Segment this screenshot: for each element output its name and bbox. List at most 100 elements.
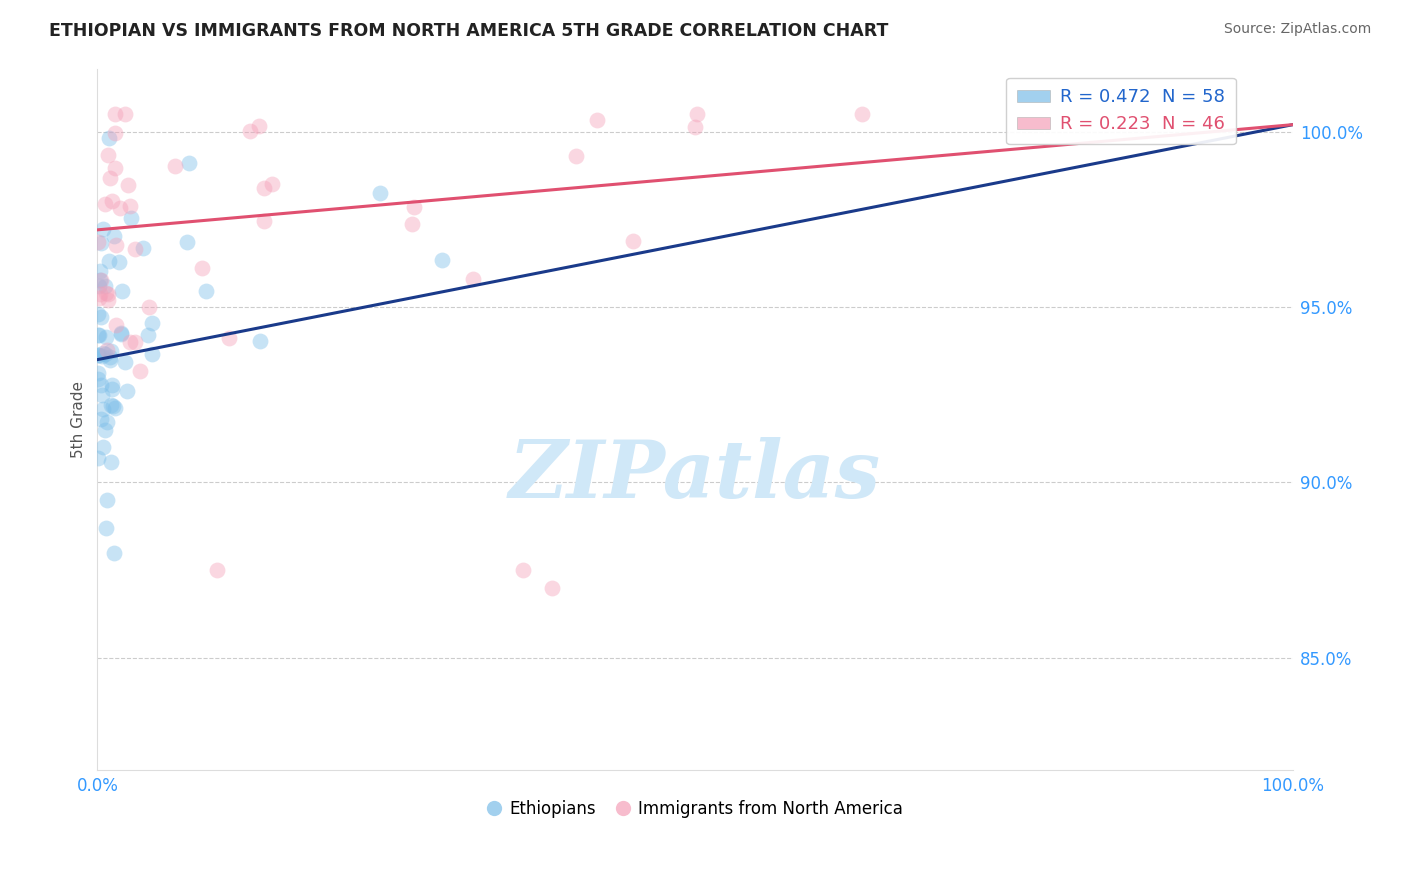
Point [586, 112, 609, 127]
Point [103, 229, 125, 244]
Point [87, 291, 110, 305]
Point [249, 334, 271, 348]
Point [87, 307, 110, 321]
Point [118, 199, 141, 213]
Point [94, 521, 117, 535]
Point [104, 107, 127, 121]
Point [94, 279, 117, 293]
Point [368, 186, 391, 200]
Point [111, 284, 134, 298]
Point [117, 178, 139, 192]
Point [100, 343, 122, 358]
Point [89, 273, 111, 287]
Point [253, 214, 276, 228]
Point [87, 372, 110, 386]
Text: ETHIOPIAN VS IMMIGRANTS FROM NORTH AMERICA 5TH GRADE CORRELATION CHART: ETHIOPIAN VS IMMIGRANTS FROM NORTH AMERI… [49, 22, 889, 40]
Point [195, 284, 218, 298]
Point [105, 237, 128, 252]
Point [100, 398, 122, 412]
Point [205, 563, 228, 577]
Point [218, 331, 240, 345]
Point [686, 107, 709, 121]
Point [621, 235, 644, 249]
Point [104, 126, 127, 140]
Point [93, 197, 115, 211]
Point [176, 235, 198, 249]
Point [91, 387, 114, 401]
Point [101, 378, 124, 392]
Point [253, 181, 276, 195]
Point [94, 286, 117, 301]
Point [141, 316, 163, 330]
Point [124, 335, 146, 350]
Point [115, 384, 138, 398]
Point [96, 147, 118, 161]
Point [87, 366, 110, 380]
Point [87, 279, 110, 293]
Point [96, 492, 118, 507]
Point [89, 264, 111, 278]
Point [402, 200, 425, 214]
Point [96, 415, 118, 429]
Point [89, 348, 111, 362]
Point [136, 327, 159, 342]
Point [120, 211, 142, 225]
Point [96, 343, 118, 357]
Point [124, 242, 146, 256]
Point [114, 107, 136, 121]
Point [114, 355, 136, 369]
Point [90, 310, 112, 324]
Point [100, 455, 122, 469]
Text: Source: ZipAtlas.com: Source: ZipAtlas.com [1223, 22, 1371, 37]
Y-axis label: 5th Grade: 5th Grade [72, 381, 86, 458]
Point [89, 287, 111, 301]
Point [100, 353, 122, 368]
Point [94, 347, 117, 361]
Point [512, 563, 534, 577]
Point [87, 328, 110, 343]
Point [165, 159, 187, 173]
Point [100, 382, 122, 396]
Point [108, 201, 131, 215]
Point [87, 450, 110, 465]
Point [110, 326, 132, 341]
Point [105, 318, 128, 332]
Point [104, 161, 127, 176]
Point [463, 271, 485, 285]
Point [401, 217, 423, 231]
Point [97, 287, 120, 301]
Point [90, 349, 112, 363]
Point [98, 131, 121, 145]
Point [98, 170, 121, 185]
Point [98, 350, 121, 364]
Point [107, 255, 129, 269]
Point [91, 401, 114, 416]
Point [101, 194, 124, 208]
Point [87, 235, 110, 250]
Point [87, 328, 110, 343]
Point [91, 222, 114, 236]
Text: ZIPatlas: ZIPatlas [509, 436, 882, 514]
Point [91, 440, 114, 454]
Point [262, 177, 284, 191]
Point [89, 412, 111, 426]
Point [129, 364, 152, 378]
Point [97, 293, 120, 308]
Point [91, 345, 114, 359]
Point [101, 399, 124, 413]
Point [851, 107, 873, 121]
Point [564, 149, 586, 163]
Point [103, 545, 125, 559]
Point [541, 581, 564, 595]
Point [683, 120, 706, 135]
Point [132, 241, 155, 255]
Point [94, 329, 117, 343]
Point [141, 347, 163, 361]
Point [239, 123, 262, 137]
Point [120, 335, 142, 350]
Point [247, 119, 270, 133]
Point [110, 326, 132, 341]
Point [87, 349, 110, 363]
Point [430, 252, 453, 267]
Point [138, 300, 160, 314]
